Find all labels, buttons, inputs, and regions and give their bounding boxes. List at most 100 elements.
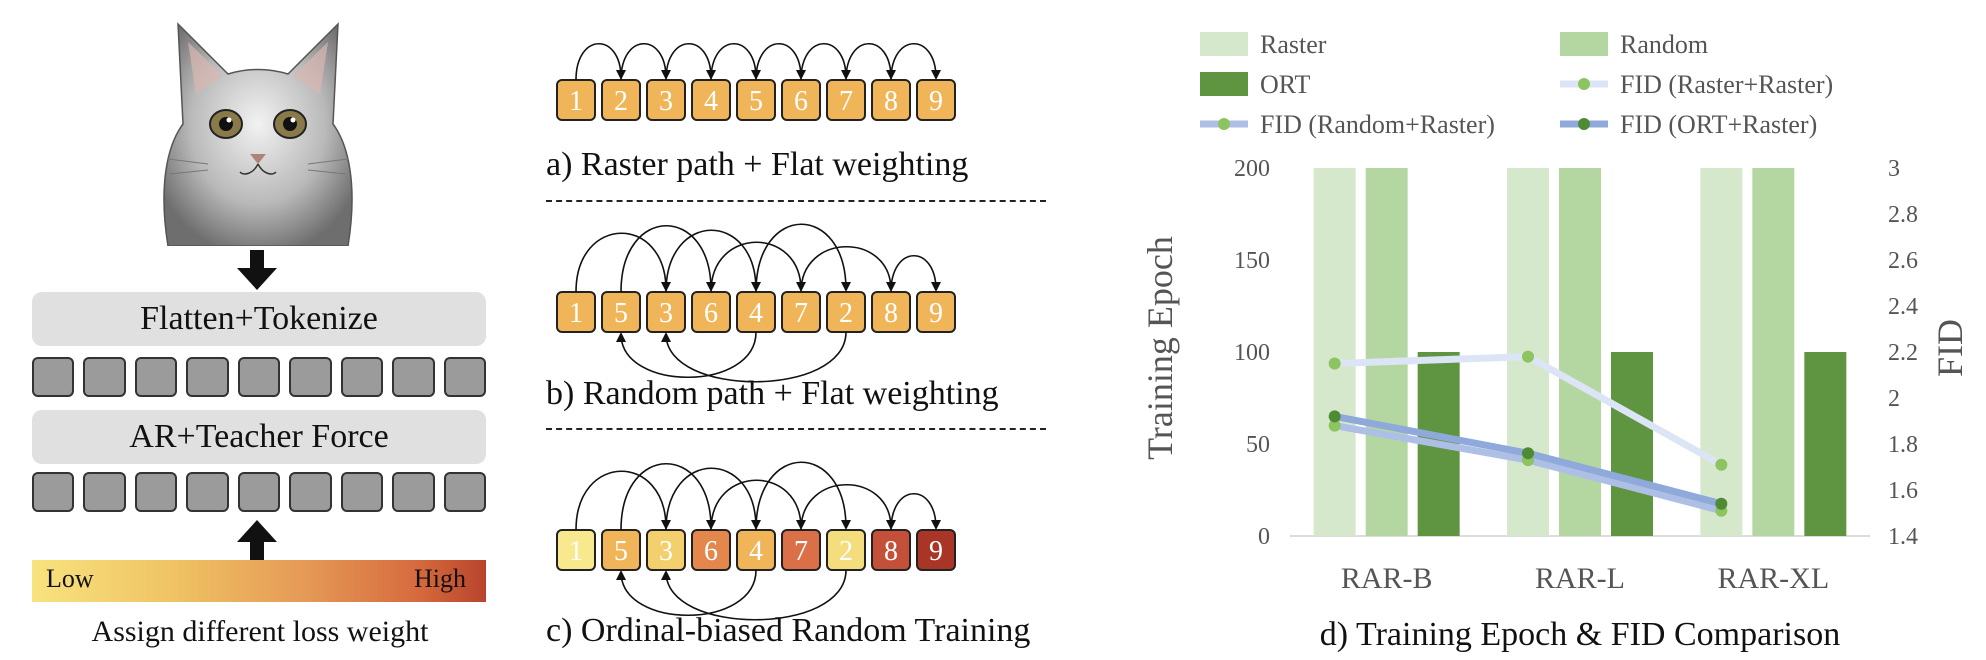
token-box <box>916 291 956 333</box>
token-label: 2 <box>614 86 628 117</box>
fid-chart: Raster Random ORT FID (Raster+Raster) FID (R… <box>1140 30 1970 653</box>
y2-tick-label: 3 <box>1888 156 1900 182</box>
path-arrow <box>620 42 671 81</box>
token-label: 2 <box>839 298 853 329</box>
x-tick-label: RAR-XL <box>1717 562 1829 595</box>
path-arrow <box>890 254 941 293</box>
loss-weight-gradient: Low High <box>32 560 486 602</box>
cat-image <box>163 22 353 246</box>
path-arrow <box>620 463 716 531</box>
y2-tick-label: 2.8 <box>1888 202 1918 228</box>
token <box>443 357 486 397</box>
legend-swatch <box>1200 72 1248 96</box>
y2-tick-label: 2.6 <box>1888 248 1918 274</box>
token <box>83 357 126 397</box>
bar-ort <box>1804 352 1847 536</box>
y2-tick-label: 2.2 <box>1888 340 1918 366</box>
path-arrow <box>661 569 847 621</box>
token <box>237 472 281 512</box>
y-tick-label: 200 <box>1234 156 1270 182</box>
legend-label: FID (Raster+Raster) <box>1620 70 1833 99</box>
token-label: 6 <box>704 536 718 567</box>
token-label: 9 <box>929 298 943 329</box>
path-arrow <box>665 229 761 293</box>
path-arrow <box>575 470 671 531</box>
bar-random <box>1365 168 1408 536</box>
y2-tick-label: 2.4 <box>1888 294 1918 320</box>
token-label: 5 <box>749 86 763 117</box>
gradient-high-label: High <box>414 564 466 593</box>
path-arrow <box>800 246 896 293</box>
y-tick-label: 50 <box>1246 432 1270 458</box>
token-label: 1 <box>569 298 583 329</box>
token <box>340 472 384 512</box>
token-label: 8 <box>884 86 898 117</box>
legend-label: FID (Random+Raster) <box>1260 110 1495 139</box>
token <box>83 472 126 512</box>
token <box>134 357 178 397</box>
fid-point <box>1522 350 1534 363</box>
y2-tick-label: 2 <box>1888 386 1900 412</box>
token-label: 4 <box>704 86 718 117</box>
chart-legend: Raster Random ORT FID (Raster+Raster) FID (R… <box>1200 30 1833 139</box>
fid-point <box>1328 410 1341 423</box>
fid-point <box>1715 497 1728 510</box>
flatten-tokenize-block: Flatten+Tokenize <box>32 292 486 346</box>
y2-tick-label: 1.8 <box>1888 432 1918 458</box>
token-label: 7 <box>794 536 808 567</box>
bar-raster <box>1700 168 1743 536</box>
path-arrow <box>710 42 761 81</box>
token-label: 7 <box>794 298 808 329</box>
raster-caption: a) Raster path + Flat weighting <box>546 146 969 183</box>
token <box>392 472 435 512</box>
token <box>32 357 75 397</box>
token-label: 2 <box>839 536 853 567</box>
token <box>289 357 332 397</box>
token <box>32 472 75 512</box>
fid-point <box>1328 357 1341 370</box>
path-arrow <box>710 479 806 531</box>
token <box>443 472 486 512</box>
token-label: 6 <box>704 298 718 329</box>
path-arrow <box>665 467 761 531</box>
chart-panel: Raster Random ORT FID (Raster+Raster) FID (R… <box>1130 0 1986 660</box>
plot-area: 0 50 100 150 200 1.4 1.6 1.8 2 2.2 2.4 2.6 2.8 3 RAR-B… <box>1234 156 1918 595</box>
x-tick-label: RAR-B <box>1341 562 1433 595</box>
token-label: 6 <box>794 86 808 117</box>
path-arrow <box>616 331 757 379</box>
random-caption: b) Random path + Flat weighting <box>546 375 999 412</box>
fid-point <box>1328 419 1341 432</box>
pipeline-caption: Assign different loss weight <box>91 615 429 648</box>
path-arrow <box>800 484 896 531</box>
token-label: 4 <box>749 536 763 567</box>
token-label: 3 <box>659 536 673 567</box>
arrow-down-icon <box>237 250 277 290</box>
path-arrow <box>616 569 757 617</box>
token-label: 5 <box>614 536 628 567</box>
bar-raster <box>1313 168 1356 536</box>
chart-title: d) Training Epoch & FID Comparison <box>1320 616 1840 653</box>
legend-marker <box>1578 118 1590 130</box>
legend-marker <box>1578 78 1590 90</box>
y2-tick-label: 1.4 <box>1888 524 1918 550</box>
token-label: 7 <box>839 86 853 117</box>
ar-teacher-force-block: AR+Teacher Force <box>32 410 486 464</box>
token-label: 9 <box>929 536 943 567</box>
token-box <box>916 79 956 121</box>
y-axis-label: Training Epoch <box>1140 236 1180 460</box>
path-arrow <box>800 42 851 81</box>
token-row <box>32 357 486 399</box>
fid-point <box>1715 458 1728 471</box>
y2-tick-label: 1.6 <box>1888 478 1918 504</box>
token-label: 3 <box>659 86 673 117</box>
divider <box>546 200 1046 202</box>
y2-axis-label: FID <box>1930 319 1970 377</box>
path-arrow <box>575 232 671 293</box>
path-arrow <box>890 492 941 531</box>
arrow-up-icon <box>237 520 277 560</box>
y-tick-label: 150 <box>1234 248 1270 274</box>
token-label: 5 <box>614 298 628 329</box>
